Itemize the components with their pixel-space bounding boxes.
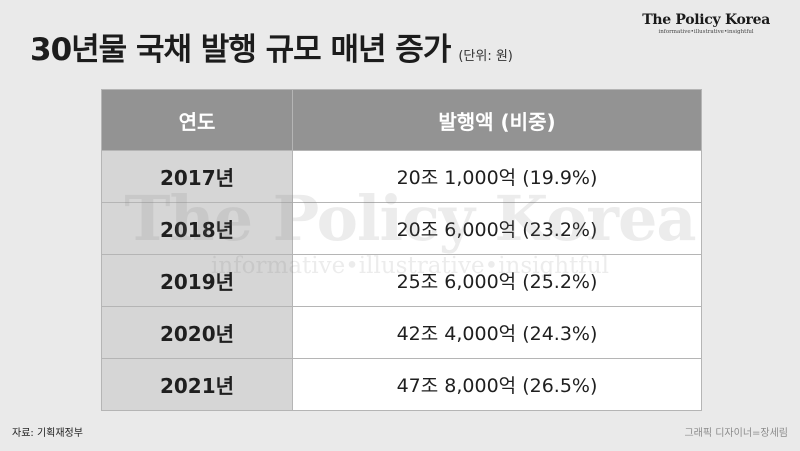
logo-name: The Policy Korea (642, 12, 770, 28)
year-cell: 2019년 (101, 254, 293, 307)
brand-logo: The Policy Korea informative•illustrativ… (642, 12, 770, 35)
year-cell: 2021년 (101, 358, 293, 411)
header-amount: 발행액 (비중) (292, 89, 702, 151)
table-row: 2020년 42조 4,000억 (24.3%) (101, 306, 702, 359)
year-cell: 2018년 (101, 202, 293, 255)
unit-label: (단위: 원) (458, 49, 513, 64)
amount-cell: 20조 1,000억 (19.9%) (292, 150, 702, 203)
title-area: 30년물 국채 발행 규모 매년 증가 (단위: 원) (30, 24, 513, 69)
amount-cell: 25조 6,000억 (25.2%) (292, 254, 702, 307)
table-header-row: 연도 발행액 (비중) (101, 89, 702, 151)
amount-cell: 47조 8,000억 (26.5%) (292, 358, 702, 411)
designer-credit: 그래픽 디자이너=장세림 (684, 428, 788, 439)
bond-issuance-table: 연도 발행액 (비중) 2017년 20조 1,000억 (19.9%) 201… (101, 89, 702, 411)
source-note: 자료: 기획재정부 (12, 428, 83, 439)
table-row: 2018년 20조 6,000억 (23.2%) (101, 202, 702, 255)
table-row: 2017년 20조 1,000억 (19.9%) (101, 150, 702, 203)
amount-cell: 42조 4,000억 (24.3%) (292, 306, 702, 359)
header-year: 연도 (101, 89, 293, 151)
table-row: 2019년 25조 6,000억 (25.2%) (101, 254, 702, 307)
table-row: 2021년 47조 8,000억 (26.5%) (101, 358, 702, 411)
year-cell: 2020년 (101, 306, 293, 359)
page-title: 30년물 국채 발행 규모 매년 증가 (30, 32, 451, 68)
amount-cell: 20조 6,000억 (23.2%) (292, 202, 702, 255)
year-cell: 2017년 (101, 150, 293, 203)
logo-tagline: informative•illustrative•insightful (658, 29, 754, 35)
